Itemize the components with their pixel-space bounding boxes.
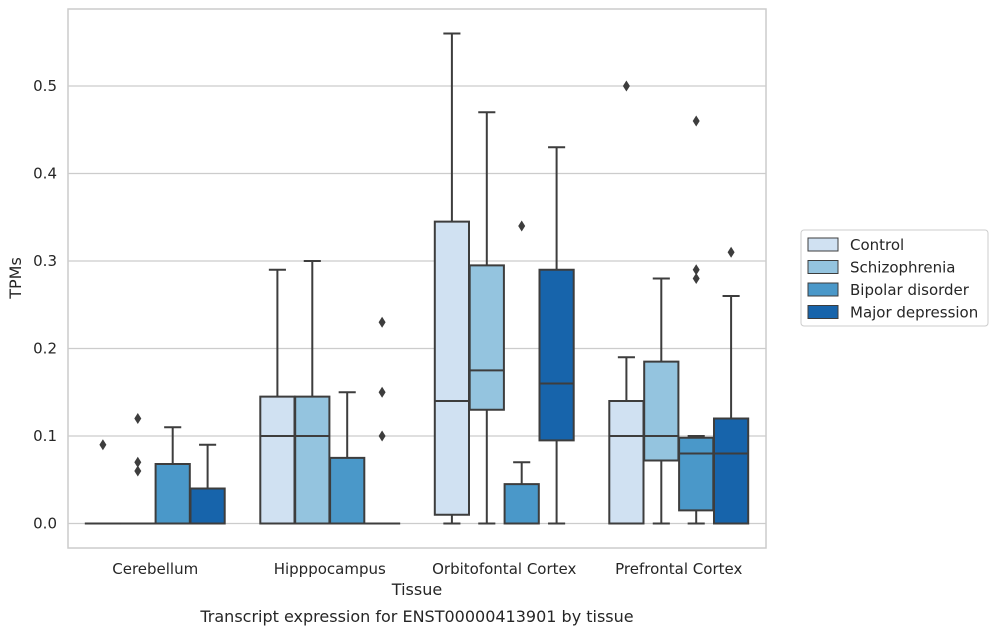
box-2-2: [503, 220, 540, 525]
box-iqr: [538, 268, 575, 442]
box-groups: [84, 32, 750, 525]
box-1-3: [643, 277, 680, 525]
box-1-1: [294, 260, 331, 525]
box-3-3: [712, 246, 750, 525]
box-2-3: [678, 115, 715, 525]
legend-swatch: [807, 237, 839, 252]
y-tick-label: 0.5: [33, 77, 57, 95]
box-3-2: [538, 146, 575, 525]
y-tick-label: 0.1: [33, 427, 57, 445]
box-iqr: [259, 395, 296, 525]
legend-swatch: [807, 260, 839, 274]
outlier-point: [378, 430, 386, 442]
legend-label: Major depression: [850, 304, 978, 322]
outlier-point: [378, 386, 386, 398]
chart-caption: Transcript expression for ENST0000041390…: [199, 607, 633, 626]
box-iqr: [503, 483, 540, 525]
box-iqr: [712, 417, 750, 525]
outlier-point: [622, 80, 630, 92]
legend-swatch: [807, 282, 839, 297]
legend-frame: [800, 229, 989, 327]
x-axis-label: Tissue: [391, 580, 442, 599]
box-1-2: [468, 111, 505, 525]
legend-swatch: [807, 305, 839, 319]
y-tick-label: 0.3: [33, 252, 57, 270]
y-tick-label: 0.4: [33, 165, 57, 183]
outlier-point: [692, 115, 700, 127]
box-iqr: [643, 360, 680, 462]
legend-label: Control: [850, 236, 904, 254]
x-tick-label: Prefrontal Cortex: [615, 560, 742, 578]
box-0-3: [608, 80, 645, 525]
legend: Control Schizophrenia Bipolar disorder Majo…: [800, 229, 989, 327]
outlier-point: [134, 413, 142, 424]
box-iqr: [294, 395, 331, 525]
x-tick-label: Orbitofontal Cortex: [432, 560, 576, 578]
outlier-point: [134, 465, 142, 477]
x-tick-labels: Cerebellum Hipppocampus Orbitofontal Corte…: [112, 560, 742, 578]
outlier-point: [134, 456, 142, 468]
outlier-point: [692, 273, 700, 284]
outlier-point: [99, 439, 107, 451]
outlier-point: [727, 246, 735, 258]
box-iqr: [678, 436, 715, 512]
x-tick-label: Cerebellum: [112, 560, 198, 578]
box-1-0: [119, 413, 156, 525]
gridlines: [68, 85, 766, 525]
box-iqr: [329, 456, 366, 525]
box-iqr: [154, 463, 191, 525]
box-iqr: [468, 264, 505, 411]
box-iqr: [189, 487, 226, 525]
y-tick-labels: 0.0 0.1 0.2 0.3 0.4 0.5: [33, 77, 57, 533]
box-2-0: [154, 426, 191, 525]
y-axis-label: TPMs: [6, 257, 25, 300]
outlier-point: [378, 316, 386, 328]
y-tick-label: 0.0: [33, 515, 57, 533]
box-0-2: [433, 32, 471, 525]
box-0-0: [84, 439, 122, 525]
outlier-point: [518, 220, 526, 232]
box-0-1: [259, 268, 296, 525]
box-3-1: [363, 316, 401, 525]
legend-label: Bipolar disorder: [850, 281, 970, 299]
box-iqr: [608, 400, 645, 525]
legend-label: Schizophrenia: [850, 259, 955, 277]
box-iqr: [433, 220, 471, 516]
outlier-point: [692, 264, 700, 276]
plot-frame: [67, 8, 767, 549]
x-tick-label: Hipppocampus: [274, 560, 386, 578]
box-2-1: [329, 391, 366, 525]
y-tick-label: 0.2: [33, 340, 57, 358]
box-3-0: [189, 443, 226, 525]
